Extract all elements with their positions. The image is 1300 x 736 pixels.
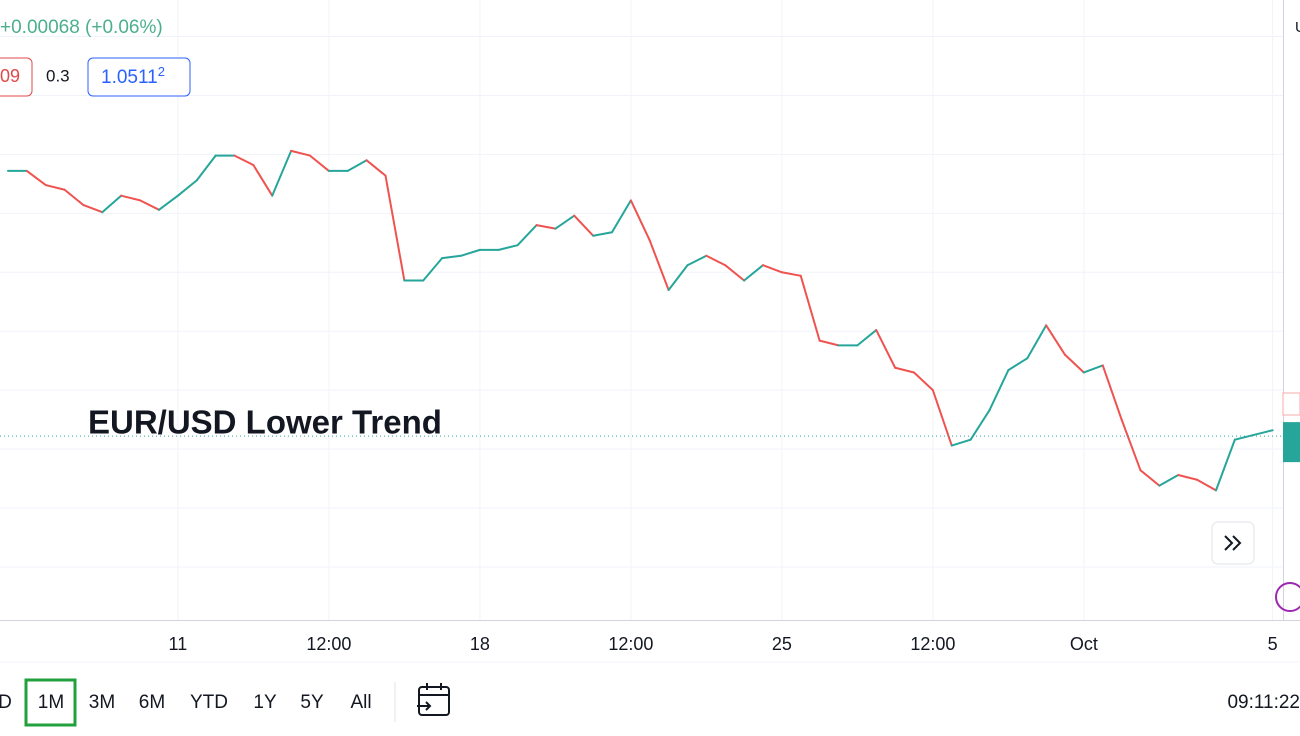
buy-price-pip: 2	[158, 64, 165, 79]
price-segment	[762, 264, 783, 274]
indicator-button[interactable]	[1275, 582, 1300, 612]
range-button[interactable]: 6M	[139, 692, 165, 713]
price-segment	[931, 389, 953, 447]
price-segment	[1045, 324, 1066, 356]
price-segment	[950, 438, 972, 447]
price-segment	[252, 164, 274, 197]
price-segment	[875, 329, 897, 369]
price-segment	[1064, 353, 1085, 374]
price-segment	[63, 188, 85, 207]
range-button[interactable]: 3M	[89, 692, 115, 713]
x-tick-label: 11	[169, 634, 188, 654]
spread: 0.3	[46, 66, 70, 85]
buy-box[interactable]	[87, 57, 191, 97]
price-segment	[516, 224, 538, 247]
price-segment	[290, 149, 311, 157]
clock: 09:11:22	[1227, 692, 1300, 713]
price-segment	[743, 264, 764, 282]
price-segment	[195, 154, 217, 182]
price-segment	[894, 366, 915, 374]
price-segment	[573, 214, 595, 237]
price-segment	[365, 159, 387, 177]
price-segment	[1177, 474, 1199, 481]
selected-range	[24, 678, 77, 727]
price-segment	[1026, 324, 1048, 360]
sell-price: 09	[0, 66, 20, 86]
price-segment	[1120, 418, 1142, 472]
price-segment	[1082, 364, 1104, 374]
x-tick-label: 12:00	[306, 634, 351, 654]
price-segment	[44, 184, 66, 191]
price-segment	[1007, 357, 1029, 372]
x-tick-label: 25	[772, 634, 792, 654]
price-segment	[988, 369, 1010, 412]
price-change: +0.00068 (+0.06%)	[0, 17, 163, 38]
x-tick-label: 5	[1268, 634, 1278, 654]
price-segment	[1158, 474, 1180, 487]
price-segment	[384, 174, 406, 282]
price-segment	[1101, 364, 1123, 421]
price-segment	[82, 204, 104, 214]
price-segment	[667, 264, 689, 291]
price-segment	[856, 329, 878, 347]
price-segment	[158, 194, 179, 211]
price-segment	[969, 409, 991, 441]
price-segment	[176, 179, 198, 197]
range-button[interactable]: D	[0, 692, 12, 713]
sell-marker	[1282, 392, 1300, 416]
price-segment	[629, 199, 651, 242]
range-button[interactable]: YTD	[190, 692, 228, 713]
price-segment	[535, 224, 557, 230]
price-segment	[139, 199, 160, 211]
price-segment	[780, 271, 802, 277]
price-segment	[1196, 478, 1217, 492]
x-tick-label: 18	[470, 634, 490, 654]
price-segment	[233, 154, 255, 167]
buy-price: 1.05112	[101, 64, 165, 88]
x-tick-label: 12:00	[910, 634, 955, 654]
price-segment	[818, 339, 840, 347]
price-segment	[1252, 429, 1274, 436]
price-segment	[1139, 469, 1161, 487]
price-segment	[422, 257, 444, 282]
price-segment	[101, 194, 123, 214]
x-tick-label: Oct	[1070, 634, 1098, 654]
range-button[interactable]: 1Y	[253, 692, 277, 713]
price-segment	[648, 239, 670, 291]
range-button[interactable]: 1M	[38, 692, 64, 713]
price-segment	[120, 194, 142, 202]
sell-box[interactable]	[0, 57, 33, 97]
price-segment	[497, 244, 519, 251]
price-segment	[705, 254, 727, 267]
last-price-label	[1283, 422, 1300, 463]
range-button[interactable]: 5Y	[300, 692, 324, 713]
price-segment	[611, 199, 632, 234]
price-segment	[441, 254, 462, 260]
price-axis	[1283, 0, 1300, 620]
price-segment	[592, 231, 613, 237]
scroll-icon	[1224, 535, 1242, 551]
price-segment	[686, 254, 708, 267]
range-button[interactable]: All	[350, 692, 371, 713]
x-tick-label: 12:00	[608, 634, 653, 654]
price-segment	[1215, 438, 1236, 492]
price-segment	[554, 214, 576, 230]
price-segment	[460, 248, 481, 257]
price-segment	[346, 159, 368, 172]
price-segment	[1233, 433, 1255, 441]
price-segment	[724, 264, 746, 282]
buy-price-main: 1.0511	[101, 67, 158, 88]
price-segment	[799, 274, 821, 342]
annotation: EUR/USD Lower Trend	[88, 404, 442, 441]
price-segment	[25, 169, 47, 187]
price-segment	[271, 149, 293, 197]
price-axis-label: U	[1295, 19, 1300, 36]
price-segment	[309, 154, 330, 172]
calendar-icon[interactable]	[417, 683, 450, 716]
price-segment	[913, 371, 934, 392]
